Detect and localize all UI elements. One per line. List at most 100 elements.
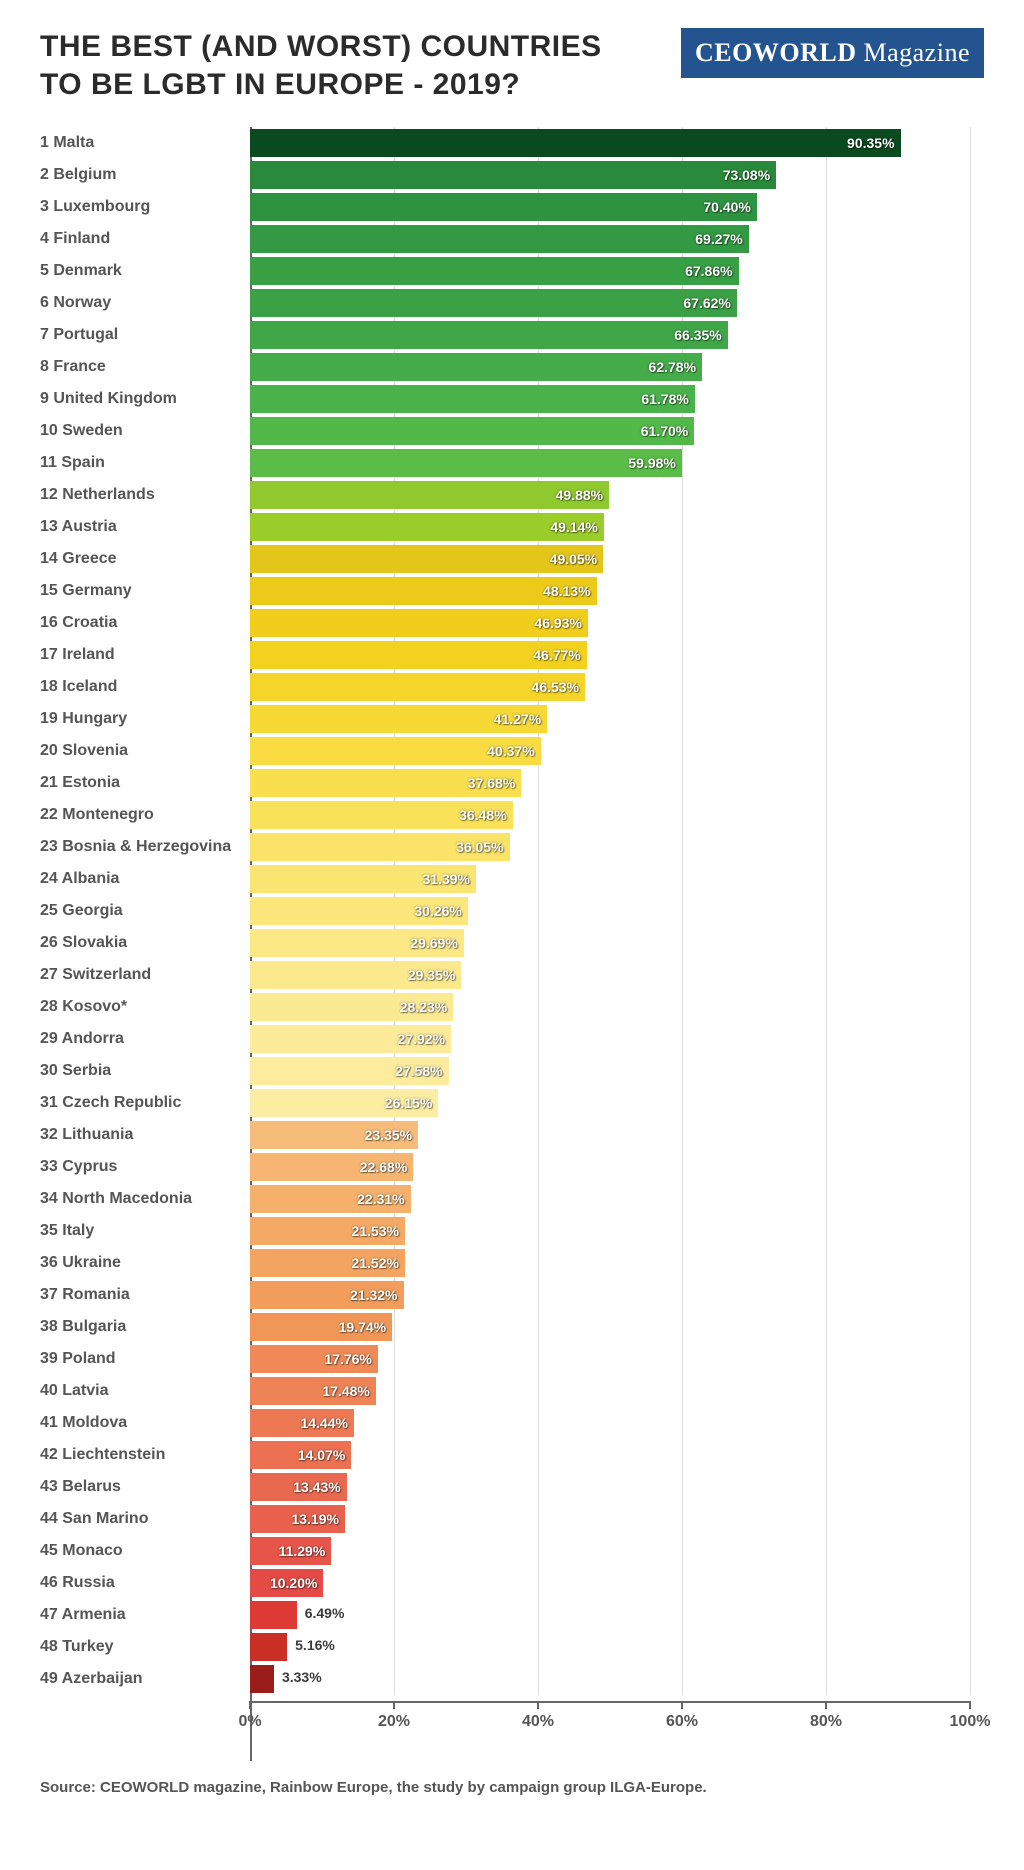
bar: 46.93% — [250, 609, 588, 637]
source-attribution: Source: CEOWORLD magazine, Rainbow Europ… — [40, 1779, 984, 1796]
bar: 23.35% — [250, 1121, 418, 1149]
bar-row: 46 Russia10.20% — [250, 1567, 970, 1599]
bar-row: 31 Czech Republic26.15% — [250, 1087, 970, 1119]
bar-row: 25 Georgia30.26% — [250, 895, 970, 927]
x-axis: 0%20%40%60%80%100% — [250, 1701, 970, 1761]
bar: 36.48% — [250, 801, 513, 829]
value-label: 66.35% — [674, 327, 727, 343]
bar: 40.37% — [250, 737, 541, 765]
bars-container: 1 Malta90.35%2 Belgium73.08%3 Luxembourg… — [250, 127, 970, 1695]
bar: 67.62% — [250, 289, 737, 317]
country-label: 1 Malta — [40, 127, 240, 159]
country-label: 25 Georgia — [40, 895, 240, 927]
bar-row: 18 Iceland46.53% — [250, 671, 970, 703]
tick-label: 40% — [513, 1713, 563, 1731]
country-label: 6 Norway — [40, 287, 240, 319]
country-label: 26 Slovakia — [40, 927, 240, 959]
value-label: 31.39% — [423, 871, 476, 887]
chart: 1 Malta90.35%2 Belgium73.08%3 Luxembourg… — [40, 127, 984, 1761]
bar: 27.92% — [250, 1025, 451, 1053]
bar-row: 15 Germany48.13% — [250, 575, 970, 607]
value-label: 28.23% — [400, 999, 453, 1015]
country-label: 15 Germany — [40, 575, 240, 607]
tick-mark — [681, 1701, 683, 1709]
bar-row: 9 United Kingdom61.78% — [250, 383, 970, 415]
bar-row: 5 Denmark67.86% — [250, 255, 970, 287]
country-label: 38 Bulgaria — [40, 1311, 240, 1343]
bar-row: 20 Slovenia40.37% — [250, 735, 970, 767]
country-label: 30 Serbia — [40, 1055, 240, 1087]
country-label: 32 Lithuania — [40, 1119, 240, 1151]
bar-row: 24 Albania31.39% — [250, 863, 970, 895]
bar: 19.74% — [250, 1313, 392, 1341]
value-label: 36.48% — [459, 807, 512, 823]
country-label: 36 Ukraine — [40, 1247, 240, 1279]
bar: 46.53% — [250, 673, 585, 701]
country-label: 23 Bosnia & Herzegovina — [40, 831, 240, 863]
logo-bold: CEOWORLD — [695, 38, 856, 67]
value-label: 17.48% — [322, 1383, 375, 1399]
bar: 61.70% — [250, 417, 694, 445]
value-label: 46.53% — [532, 679, 585, 695]
bar: 13.43% — [250, 1473, 347, 1501]
bar-row: 30 Serbia27.58% — [250, 1055, 970, 1087]
country-label: 46 Russia — [40, 1567, 240, 1599]
value-label: 13.19% — [291, 1511, 344, 1527]
bar: 66.35% — [250, 321, 728, 349]
bar-row: 14 Greece49.05% — [250, 543, 970, 575]
bar: 49.14% — [250, 513, 604, 541]
country-label: 14 Greece — [40, 543, 240, 575]
bar-row: 28 Kosovo*28.23% — [250, 991, 970, 1023]
country-label: 42 Liechtenstein — [40, 1439, 240, 1471]
x-tick: 60% — [657, 1701, 707, 1731]
bar-row: 41 Moldova14.44% — [250, 1407, 970, 1439]
tick-mark — [537, 1701, 539, 1709]
value-label: 5.16% — [295, 1637, 335, 1653]
country-label: 22 Montenegro — [40, 799, 240, 831]
country-label: 27 Switzerland — [40, 959, 240, 991]
title-line-1: THE BEST (AND WORST) COUNTRIES — [40, 30, 602, 63]
value-label: 14.44% — [300, 1415, 353, 1431]
bar-row: 48 Turkey5.16% — [250, 1631, 970, 1663]
x-tick: 100% — [945, 1701, 995, 1731]
bar: 70.40% — [250, 193, 757, 221]
value-label: 6.49% — [305, 1605, 345, 1621]
value-label: 46.93% — [534, 615, 587, 631]
value-label: 13.43% — [293, 1479, 346, 1495]
bar-row: 11 Spain59.98% — [250, 447, 970, 479]
bar-row: 4 Finland69.27% — [250, 223, 970, 255]
country-label: 39 Poland — [40, 1343, 240, 1375]
tick-label: 80% — [801, 1713, 851, 1731]
value-label: 40.37% — [487, 743, 540, 759]
bar-row: 49 Azerbaijan3.33% — [250, 1663, 970, 1695]
tick-label: 0% — [225, 1713, 275, 1731]
country-label: 35 Italy — [40, 1215, 240, 1247]
bar-row: 17 Ireland46.77% — [250, 639, 970, 671]
bar: 14.07% — [250, 1441, 351, 1469]
bar-row: 12 Netherlands49.88% — [250, 479, 970, 511]
logo-light: Magazine — [856, 38, 970, 67]
tick-label: 20% — [369, 1713, 419, 1731]
country-label: 17 Ireland — [40, 639, 240, 671]
bar: 41.27% — [250, 705, 547, 733]
value-label: 29.35% — [408, 967, 461, 983]
bar-row: 43 Belarus13.43% — [250, 1471, 970, 1503]
bar: 67.86% — [250, 257, 739, 285]
country-label: 4 Finland — [40, 223, 240, 255]
value-label: 14.07% — [298, 1447, 351, 1463]
bar-row: 36 Ukraine21.52% — [250, 1247, 970, 1279]
value-label: 48.13% — [543, 583, 596, 599]
value-label: 29.69% — [410, 935, 463, 951]
bar: 13.19% — [250, 1505, 345, 1533]
country-label: 18 Iceland — [40, 671, 240, 703]
bar: 48.13% — [250, 577, 597, 605]
bar: 90.35% — [250, 129, 901, 157]
bar-row: 1 Malta90.35% — [250, 127, 970, 159]
country-label: 45 Monaco — [40, 1535, 240, 1567]
bar: 36.05% — [250, 833, 510, 861]
tick-label: 100% — [945, 1713, 995, 1731]
country-label: 7 Portugal — [40, 319, 240, 351]
bar — [250, 1633, 287, 1661]
bar: 29.69% — [250, 929, 464, 957]
bar-row: 27 Switzerland29.35% — [250, 959, 970, 991]
